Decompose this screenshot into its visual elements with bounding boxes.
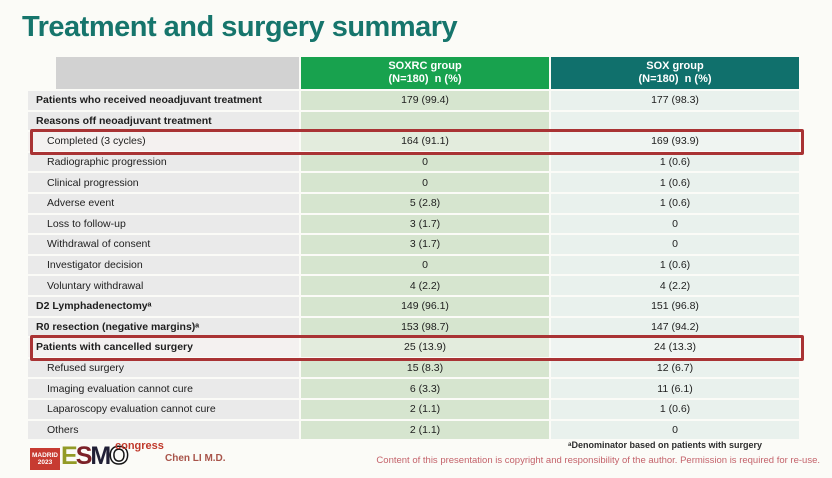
table-body: Patients who received neoadjuvant treatm… <box>28 89 804 440</box>
soxrc-value: 3 (1.7) <box>301 235 549 254</box>
column-header-soxrc: SOXRC group (N=180) n (%) <box>301 57 549 89</box>
row-label: Reasons off neoadjuvant treatment <box>28 111 299 131</box>
column-header-sox: SOX group (N=180) n (%) <box>551 57 799 89</box>
sox-value: 169 (93.9) <box>551 132 799 151</box>
sox-value: 1 (0.6) <box>551 255 799 275</box>
row-label: Investigator decision <box>28 255 299 275</box>
soxrc-value <box>301 111 549 131</box>
row-label: R0 resection (negative margins)ᵃ <box>28 317 299 337</box>
table-row: Completed (3 cycles) 164 (91.1) 169 (93.… <box>28 129 804 155</box>
table-footnote: ᵃDenominator based on patients with surg… <box>568 440 762 450</box>
soxrc-value: 3 (1.7) <box>301 214 549 234</box>
sox-value <box>551 111 799 131</box>
table-row: Withdrawal of consent 3 (1.7) 0 <box>28 235 799 254</box>
row-label: Clinical progression <box>28 173 299 192</box>
table-row: Voluntary withdrawal 4 (2.2) 4 (2.2) <box>28 276 799 295</box>
sox-value: 1 (0.6) <box>551 193 799 213</box>
table-corner-cell <box>56 57 299 89</box>
esmo-logo-letters: ESMO <box>61 441 129 471</box>
esmo-letter-o: O <box>108 441 129 471</box>
row-label: Imaging evaluation cannot cure <box>28 379 299 398</box>
column-header-soxrc-n: (N=180) n (%) <box>388 73 462 85</box>
row-label: Voluntary withdrawal <box>28 276 299 295</box>
sox-value: 4 (2.2) <box>551 276 799 295</box>
congress-label: congress <box>115 440 164 452</box>
sox-value: 24 (13.3) <box>551 338 799 357</box>
sox-value: 1 (0.6) <box>551 152 799 172</box>
table-header-row: SOXRC group (N=180) n (%) SOX group (N=1… <box>28 57 799 89</box>
soxrc-value: 149 (96.1) <box>301 296 549 316</box>
esmo-letter-e: E <box>61 442 78 470</box>
table-row: Adverse event 5 (2.8) 1 (0.6) <box>28 193 799 213</box>
soxrc-value: 153 (98.7) <box>301 317 549 337</box>
sox-value: 151 (96.8) <box>551 296 799 316</box>
table-row: Patients who received neoadjuvant treatm… <box>28 91 799 110</box>
table-row: Others 2 (1.1) 0 <box>28 420 799 440</box>
soxrc-value: 164 (91.1) <box>301 132 549 151</box>
row-label: Withdrawal of consent <box>28 235 299 254</box>
sox-value: 11 (6.1) <box>551 379 799 398</box>
row-label: Others <box>28 420 299 440</box>
row-label: Laparoscopy evaluation cannot cure <box>28 399 299 419</box>
presenter-name: Chen LI M.D. <box>165 453 226 464</box>
esmo-letter-s: S <box>75 442 93 470</box>
row-label: D2 Lymphadenectomyᵃ <box>28 296 299 316</box>
summary-table: SOXRC group (N=180) n (%) SOX group (N=1… <box>28 57 804 440</box>
soxrc-value: 15 (8.3) <box>301 358 549 378</box>
row-label: Adverse event <box>28 193 299 213</box>
table-row: Refused surgery 15 (8.3) 12 (6.7) <box>28 358 799 378</box>
row-label: Patients who received neoadjuvant treatm… <box>28 91 299 110</box>
row-label: Patients with cancelled surgery <box>28 338 299 357</box>
madrid-badge-city: MADRID <box>32 452 58 459</box>
row-label: Loss to follow-up <box>28 214 299 234</box>
table-row: Clinical progression 0 1 (0.6) <box>28 173 799 192</box>
sox-value: 0 <box>551 235 799 254</box>
table-row: Laparoscopy evaluation cannot cure 2 (1.… <box>28 399 799 419</box>
sox-value: 177 (98.3) <box>551 91 799 110</box>
slide-title: Treatment and surgery summary <box>22 11 458 43</box>
soxrc-value: 6 (3.3) <box>301 379 549 398</box>
soxrc-value: 0 <box>301 255 549 275</box>
esmo-congress-logo: MADRID 2023 ESMO congress <box>30 440 190 472</box>
esmo-letter-m: M <box>90 442 111 470</box>
madrid-badge-year: 2023 <box>37 459 53 466</box>
table-row: Investigator decision 0 1 (0.6) <box>28 255 799 275</box>
soxrc-value: 5 (2.8) <box>301 193 549 213</box>
table-row: Imaging evaluation cannot cure 6 (3.3) 1… <box>28 379 799 398</box>
sox-value: 12 (6.7) <box>551 358 799 378</box>
row-label: Refused surgery <box>28 358 299 378</box>
table-row: Reasons off neoadjuvant treatment <box>28 111 799 131</box>
row-label: Completed (3 cycles) <box>28 132 299 151</box>
soxrc-value: 4 (2.2) <box>301 276 549 295</box>
column-header-sox-n: (N=180) n (%) <box>638 73 712 85</box>
sox-value: 0 <box>551 214 799 234</box>
copyright-notice: Content of this presentation is copyrigh… <box>376 455 820 466</box>
madrid-2023-badge: MADRID 2023 <box>30 448 60 470</box>
sox-value: 147 (94.2) <box>551 317 799 337</box>
column-header-soxrc-name: SOXRC group <box>388 60 462 72</box>
soxrc-value: 0 <box>301 173 549 192</box>
sox-value: 0 <box>551 420 799 440</box>
table-row: Loss to follow-up 3 (1.7) 0 <box>28 214 799 234</box>
soxrc-value: 2 (1.1) <box>301 420 549 440</box>
soxrc-value: 0 <box>301 152 549 172</box>
row-label: Radiographic progression <box>28 152 299 172</box>
soxrc-value: 2 (1.1) <box>301 399 549 419</box>
table-row: Patients with cancelled surgery 25 (13.9… <box>28 335 804 361</box>
table-row: R0 resection (negative margins)ᵃ 153 (98… <box>28 317 799 337</box>
column-header-sox-name: SOX group <box>646 60 704 72</box>
sox-value: 1 (0.6) <box>551 399 799 419</box>
soxrc-value: 25 (13.9) <box>301 338 549 357</box>
soxrc-value: 179 (99.4) <box>301 91 549 110</box>
table-row: D2 Lymphadenectomyᵃ 149 (96.1) 151 (96.8… <box>28 296 799 316</box>
table-row: Radiographic progression 0 1 (0.6) <box>28 152 799 172</box>
sox-value: 1 (0.6) <box>551 173 799 192</box>
